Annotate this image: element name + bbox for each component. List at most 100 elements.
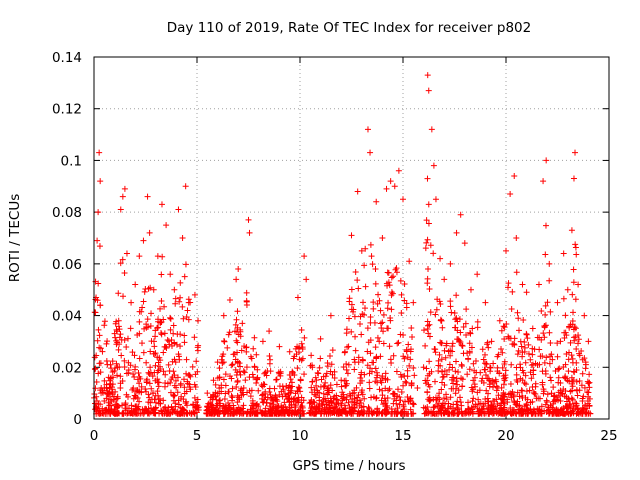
data-point (204, 390, 211, 397)
data-point (570, 175, 577, 182)
chart-title: Day 110 of 2019, Rate Of TEC Index for r… (167, 20, 531, 36)
data-point (97, 178, 104, 185)
data-point (95, 209, 102, 216)
data-point (233, 276, 240, 283)
data-point (327, 312, 334, 319)
x-tick-label: 10 (291, 428, 308, 444)
data-point (179, 235, 186, 241)
data-point (453, 229, 460, 236)
y-tick-label: 0.04 (52, 309, 82, 325)
data-point (387, 178, 394, 185)
data-point (99, 405, 106, 412)
x-tick-label: 15 (394, 428, 411, 444)
data-point (529, 325, 536, 332)
data-point (457, 211, 464, 218)
data-point (107, 361, 114, 368)
data-points (92, 72, 593, 412)
data-point (150, 286, 157, 293)
y-tick-label: 0.14 (52, 50, 82, 66)
y-tick-label: 0.12 (52, 102, 82, 118)
x-tick-label: 5 (193, 428, 202, 444)
data-point (158, 201, 165, 208)
data-point (428, 126, 435, 133)
data-point (246, 229, 253, 236)
data-point (171, 286, 178, 293)
data-point (239, 320, 246, 327)
data-point (572, 149, 579, 156)
data-point (245, 216, 252, 223)
data-point (379, 235, 386, 241)
x-tick-label: 25 (600, 428, 617, 444)
data-point (251, 364, 258, 371)
data-point (175, 206, 182, 213)
y-tick-label: 0.06 (52, 257, 82, 273)
data-point (136, 253, 143, 260)
data-point (364, 126, 371, 133)
data-point (383, 185, 390, 192)
data-point (266, 328, 273, 335)
data-point (406, 258, 413, 265)
data-point (276, 343, 283, 350)
data-point (391, 183, 398, 190)
data-point (554, 299, 561, 306)
data-point (424, 72, 431, 79)
data-point (564, 286, 571, 293)
x-tick-label: 0 (90, 428, 99, 444)
data-point (568, 227, 575, 234)
y-tick-label: 0.1 (61, 153, 82, 169)
data-point (182, 183, 189, 190)
data-point (482, 299, 489, 306)
data-point (195, 317, 202, 324)
data-point (132, 281, 139, 288)
data-point (338, 377, 345, 384)
data-point (540, 178, 547, 185)
grid-lines (94, 57, 609, 419)
data-point (96, 149, 103, 156)
scatter-cloud-markers (91, 175, 594, 417)
data-point (432, 196, 439, 203)
data-point (581, 312, 588, 319)
data-point (543, 157, 550, 164)
data-point (511, 172, 518, 179)
x-tick-label: 20 (497, 428, 514, 444)
data-point (309, 364, 316, 371)
y-tick-label: 0 (73, 412, 82, 428)
data-point (513, 235, 520, 241)
data-point (119, 193, 126, 200)
data-point (94, 237, 101, 244)
data-point (496, 317, 503, 324)
data-point (123, 250, 130, 257)
data-point (519, 281, 526, 288)
data-point (210, 377, 217, 384)
plot-frame (93, 56, 610, 420)
data-point (546, 260, 553, 267)
data-point (358, 247, 365, 254)
data-point (92, 400, 99, 407)
data-point (235, 266, 242, 273)
data-point (447, 260, 454, 267)
data-point (507, 191, 514, 198)
data-point (348, 232, 355, 239)
data-point (461, 240, 468, 247)
data-point (560, 250, 567, 257)
data-point (128, 299, 135, 306)
data-point (437, 255, 444, 262)
data-point (503, 247, 509, 254)
data-point (400, 196, 406, 203)
data-point (103, 395, 110, 402)
data-point (163, 222, 170, 229)
x-axis-label: GPS time / hours (292, 458, 405, 474)
data-point (425, 87, 432, 94)
data-point (226, 297, 233, 304)
data-point (420, 364, 427, 371)
data-point (535, 281, 542, 288)
data-point (98, 384, 105, 391)
data-point (395, 167, 402, 174)
data-point (294, 294, 301, 301)
data-point (111, 330, 118, 337)
dense-scatter-cloud (91, 175, 594, 417)
y-tick-label: 0.08 (52, 205, 82, 221)
data-point (144, 193, 151, 200)
data-point (115, 317, 122, 324)
